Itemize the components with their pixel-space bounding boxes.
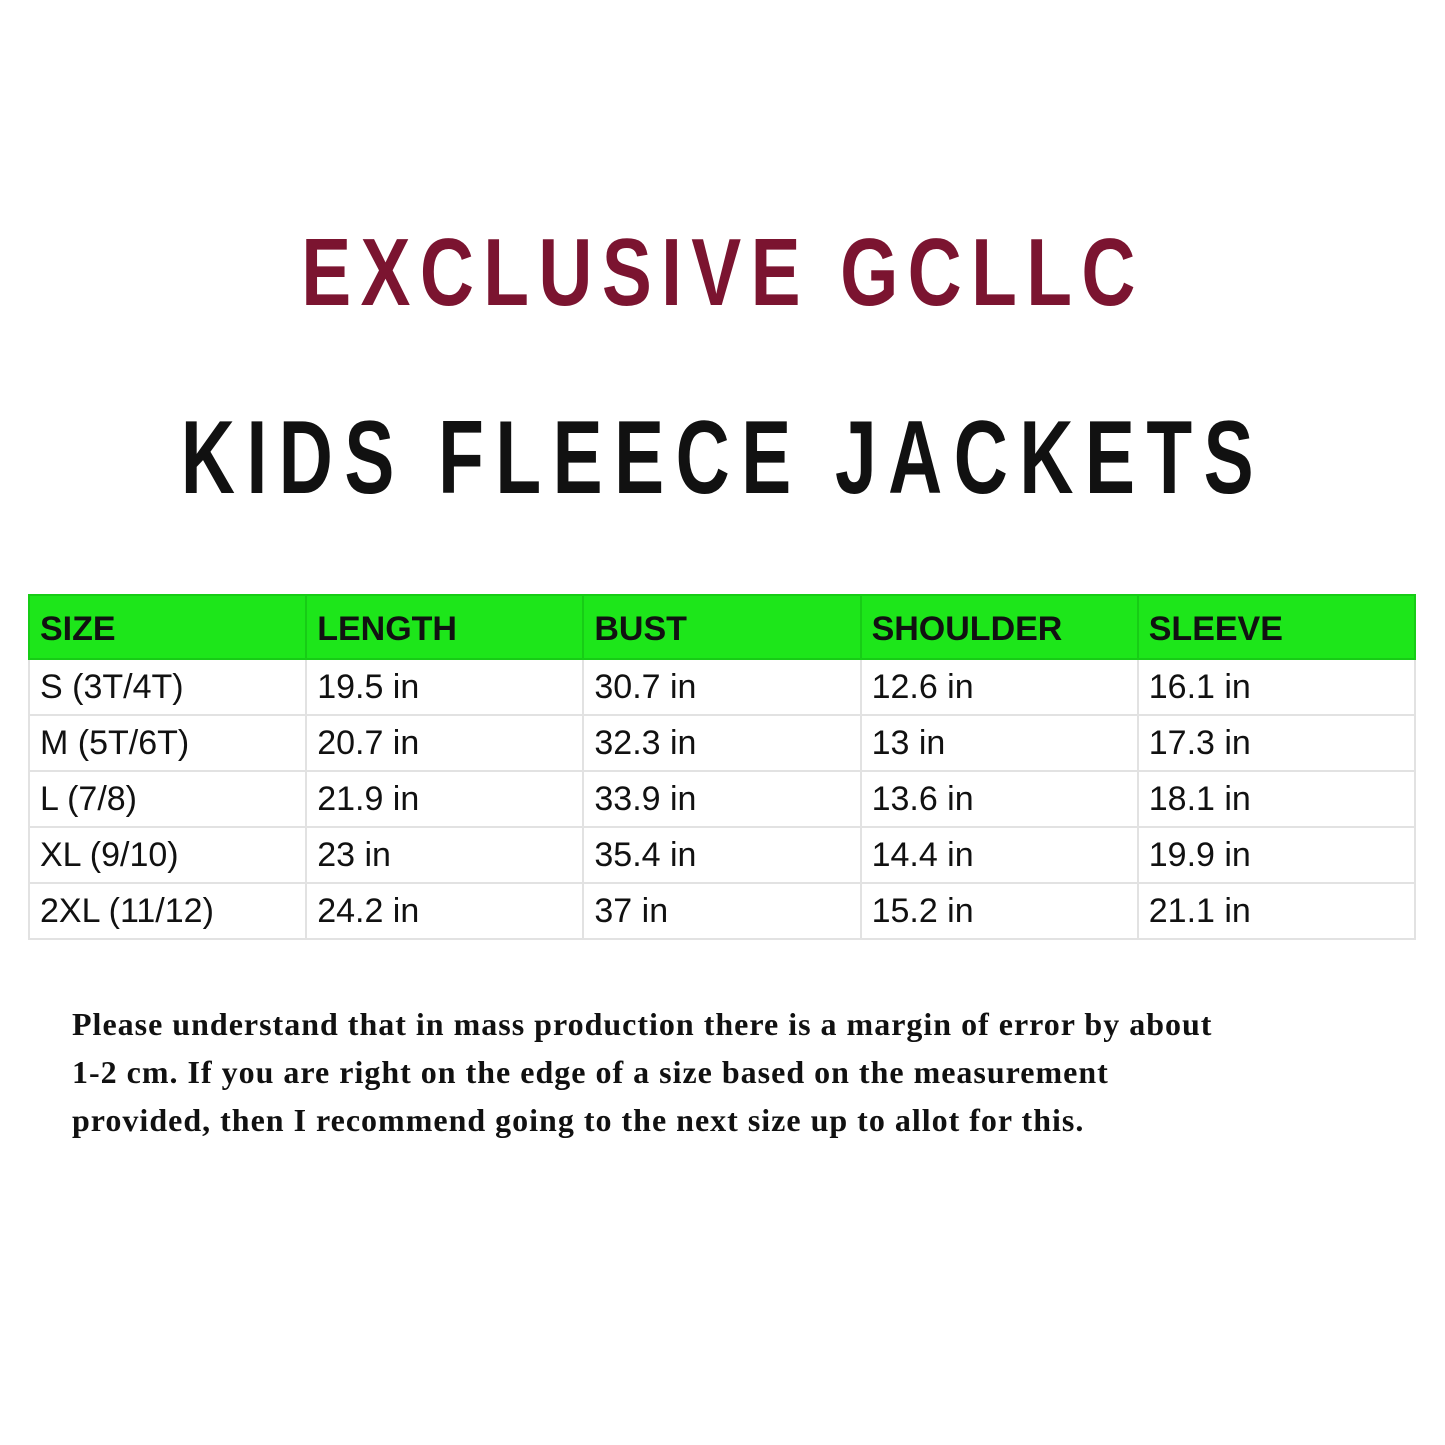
header-length: LENGTH bbox=[305, 594, 585, 660]
table-header-row: SIZE LENGTH BUST SHOULDER SLEEVE bbox=[27, 594, 1417, 660]
table-cell: XL (9/10) bbox=[27, 826, 308, 884]
sizing-note: Please understand that in mass productio… bbox=[72, 1000, 1432, 1144]
table-cell: 14.4 in bbox=[859, 826, 1139, 884]
table-cell: 19.9 in bbox=[1136, 826, 1417, 884]
note-line: 1-2 cm. If you are right on the edge of … bbox=[72, 1054, 1109, 1090]
table-cell: 21.9 in bbox=[305, 770, 585, 828]
header-shoulder: SHOULDER bbox=[859, 594, 1139, 660]
table-cell: 23 in bbox=[305, 826, 585, 884]
table-cell: 13 in bbox=[859, 714, 1139, 772]
table-row: M (5T/6T) 20.7 in 32.3 in 13 in 17.3 in bbox=[27, 714, 1417, 772]
table-cell: 17.3 in bbox=[1136, 714, 1417, 772]
note-line: Please understand that in mass productio… bbox=[72, 1006, 1213, 1042]
table-cell: 33.9 in bbox=[582, 770, 862, 828]
table-cell: 24.2 in bbox=[305, 882, 585, 940]
table-row: 2XL (11/12) 24.2 in 37 in 15.2 in 21.1 in bbox=[27, 882, 1417, 940]
table-cell: 18.1 in bbox=[1136, 770, 1417, 828]
table-cell: M (5T/6T) bbox=[27, 714, 308, 772]
table-cell: 32.3 in bbox=[582, 714, 862, 772]
page-title: KIDS FLEECE JACKETS bbox=[180, 400, 1265, 516]
header-bust: BUST bbox=[582, 594, 862, 660]
table-row: XL (9/10) 23 in 35.4 in 14.4 in 19.9 in bbox=[27, 826, 1417, 884]
table-row: L (7/8) 21.9 in 33.9 in 13.6 in 18.1 in bbox=[27, 770, 1417, 828]
brand-title: EXCLUSIVE GCLLC bbox=[300, 219, 1145, 326]
table-cell: 15.2 in bbox=[859, 882, 1139, 940]
header-size: SIZE bbox=[27, 594, 308, 660]
table-cell: 30.7 in bbox=[582, 658, 862, 716]
note-line: provided, then I recommend going to the … bbox=[72, 1102, 1085, 1138]
table-cell: 37 in bbox=[582, 882, 862, 940]
table-cell: 13.6 in bbox=[859, 770, 1139, 828]
table-cell: 19.5 in bbox=[305, 658, 585, 716]
table-cell: 12.6 in bbox=[859, 658, 1139, 716]
table-cell: 21.1 in bbox=[1136, 882, 1417, 940]
table-cell: L (7/8) bbox=[27, 770, 308, 828]
table-cell: 35.4 in bbox=[582, 826, 862, 884]
header-sleeve: SLEEVE bbox=[1136, 594, 1417, 660]
table-cell: 16.1 in bbox=[1136, 658, 1417, 716]
table-row: S (3T/4T) 19.5 in 30.7 in 12.6 in 16.1 in bbox=[27, 658, 1417, 716]
table-cell: 20.7 in bbox=[305, 714, 585, 772]
table-cell: 2XL (11/12) bbox=[27, 882, 308, 940]
size-chart-table: SIZE LENGTH BUST SHOULDER SLEEVE S (3T/4… bbox=[27, 594, 1417, 940]
table-cell: S (3T/4T) bbox=[27, 658, 308, 716]
